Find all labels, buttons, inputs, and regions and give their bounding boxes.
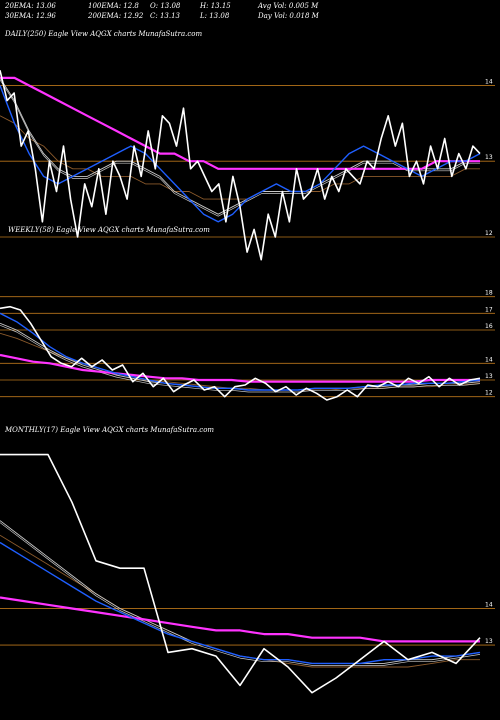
daily-tick-label: 13: [485, 154, 493, 161]
weekly-ema-long-line: [0, 353, 480, 383]
weekly-ema-mid-twin-line: [0, 324, 481, 393]
ema100-readout: 100EMA: 12.8: [88, 2, 139, 10]
open-readout: O: 13.08: [150, 2, 181, 10]
daily-ema-mid-line: [0, 77, 480, 215]
ema200-readout: 200EMA: 12.92: [88, 12, 144, 20]
daily-ema-long-line: [0, 76, 480, 170]
weekly-tick-label: 14: [485, 356, 493, 363]
close-readout: C: 13.13: [150, 12, 180, 20]
daily-ema-mid-twin-line: [0, 79, 480, 217]
high-readout: H: 13.15: [200, 2, 231, 10]
weekly-tick-label: 13: [485, 373, 493, 380]
weekly-tick-label: 12: [485, 390, 493, 397]
dayvol-readout: Day Vol: 0.018 M: [258, 12, 319, 20]
weekly-tick-label: 17: [485, 306, 493, 313]
monthly-ema-mid-twin-line: [0, 522, 481, 666]
daily-tick-label: 14: [485, 78, 493, 85]
daily-tick-label: 12: [485, 230, 493, 237]
daily-panel: 12 13 14: [0, 70, 495, 261]
daily-panel-label: DAILY(250) Eagle View AQGX charts Munafa…: [5, 30, 203, 38]
monthly-tick-label: 13: [485, 638, 493, 645]
low-readout: L: 13.08: [200, 12, 230, 20]
monthly-ema-long-line: [0, 596, 480, 643]
weekly-panel: 12 13 14 16 17 18: [0, 290, 495, 401]
monthly-price-line: [0, 453, 481, 694]
daily-ema-brown-line: [0, 115, 480, 200]
monthly-ema-short-line: [0, 541, 481, 665]
weekly-price-line: [0, 305, 481, 401]
weekly-tick-label: 16: [485, 323, 493, 330]
daily-price-line: [0, 70, 481, 261]
weekly-panel-label: WEEKLY(58) Eagle View AQGX charts Munafa…: [8, 226, 210, 234]
monthly-ema-brown-line: [0, 534, 480, 668]
ema30-readout: 30EMA: 12.96: [5, 12, 56, 20]
ema20-readout: 20EMA: 13.06: [5, 2, 56, 10]
monthly-panel: 13 14: [0, 453, 495, 694]
weekly-tick-label: 18: [485, 290, 493, 297]
monthly-panel-label: MONTHLY(17) Eagle View AQGX charts Munaf…: [5, 426, 215, 434]
avgvol-readout: Avg Vol: 0.005 M: [258, 2, 319, 10]
daily-ema-short-line: [0, 85, 481, 223]
monthly-tick-label: 14: [485, 601, 493, 608]
